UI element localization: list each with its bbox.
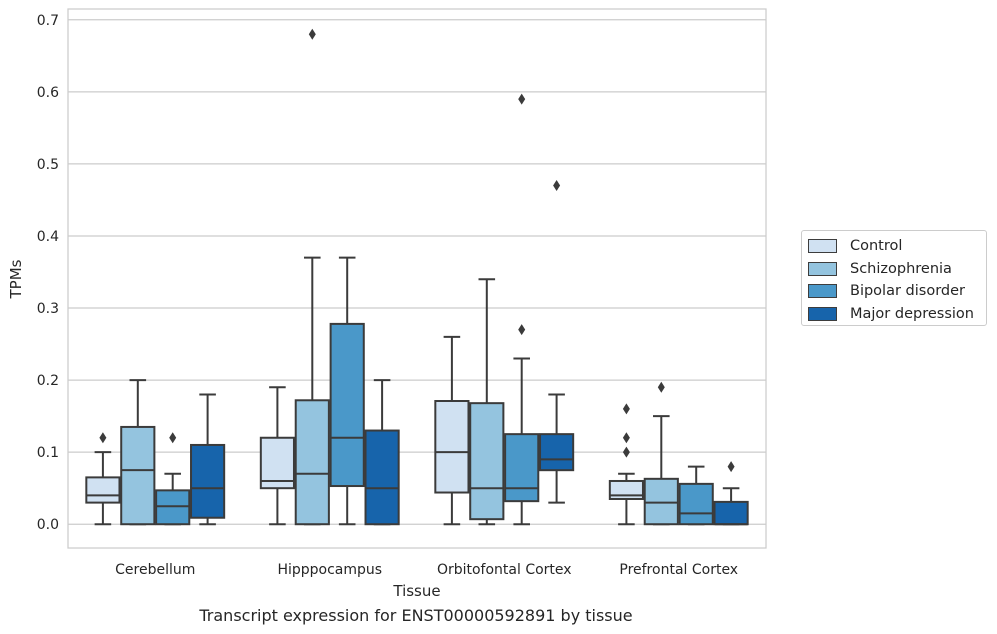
box-plot [329,256,365,526]
box [364,429,400,526]
box [434,400,470,494]
x-tick-label: Hipppocampus [277,562,382,578]
x-tick-label: Orbitofontal Cortex [437,562,572,578]
outlier-point [727,461,735,473]
y-tick-label: 0.2 [37,373,59,389]
y-axis-label: TPMs [7,259,25,299]
legend-item-control: Control [808,235,986,258]
x-tick-label: Prefrontal Cortex [619,562,738,578]
y-tick-label: 0.1 [37,445,59,461]
box [678,482,714,526]
box [643,477,679,526]
legend-item-schizophrenia: Schizophrenia [808,258,986,281]
legend: Control Schizophrenia Bipolar disorder M… [801,230,987,326]
box-plot [643,381,679,526]
box [504,433,540,503]
outlier-point [553,180,561,192]
chart-caption: Transcript expression for ENST0000059289… [199,606,633,625]
box-plot [539,180,575,504]
box-plot [155,432,191,526]
box [469,402,505,521]
legend-label: Major depression [850,305,974,322]
y-tick-label: 0.5 [37,157,59,173]
box [85,476,121,504]
box-plot [294,28,330,526]
box-plot [678,465,714,526]
legend-item-major-depression: Major depression [808,303,986,326]
x-tick-labels: Cerebellum Hipppocampus Orbitofontal Corte… [115,562,738,578]
box [155,489,191,526]
y-tick-label: 0.0 [37,517,59,533]
box-plot [364,379,400,526]
box [120,425,156,526]
outlier-point [308,28,316,40]
y-tick-labels: 0.0 0.1 0.2 0.3 0.4 0.5 0.6 0.7 [37,13,59,533]
box [190,443,226,519]
plot-area [67,8,767,549]
legend-swatch-major-depression [808,306,837,321]
x-axis-label: Tissue [392,582,440,600]
box [294,399,330,526]
box-plot [120,379,156,526]
outlier-point [99,432,107,444]
outlier-point [622,432,630,444]
box [713,500,749,526]
outlier-point [657,381,665,393]
outlier-point [622,446,630,458]
box-plot [85,432,121,526]
box [539,433,575,472]
outlier-point [622,403,630,415]
y-tick-label: 0.6 [37,85,59,101]
box [259,436,295,490]
box-plot [190,393,226,526]
legend-label: Schizophrenia [850,260,952,277]
legend-item-bipolar-disorder: Bipolar disorder [808,280,986,303]
y-tick-label: 0.4 [37,229,59,245]
legend-swatch-schizophrenia [808,261,837,276]
legend-label: Control [850,238,903,255]
y-tick-label: 0.3 [37,301,59,317]
outlier-point [518,324,526,336]
legend-label: Bipolar disorder [850,283,965,300]
legend-swatch-control [808,239,837,254]
y-tick-label: 0.7 [37,13,59,29]
box-plot [608,403,644,526]
box [329,322,365,488]
legend-swatch-bipolar-disorder [808,284,837,299]
box-plot [713,461,749,526]
box-plot [504,93,540,526]
outlier-point [169,432,177,444]
box-plot [259,386,295,526]
box-plots [85,28,749,526]
x-tick-label: Cerebellum [115,562,195,578]
box-plot [469,278,505,526]
outlier-point [518,93,526,105]
box-plot [434,335,470,526]
